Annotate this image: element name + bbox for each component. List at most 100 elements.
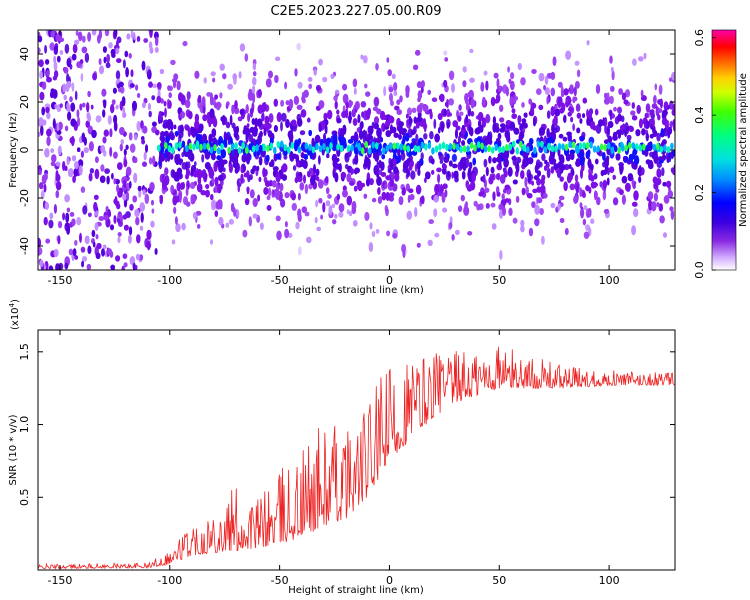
spectrogram-cell [85,53,89,63]
spectrogram-cell [343,94,349,104]
spectrogram-cell [576,104,581,112]
echo-cell [596,145,600,152]
spectrogram-cell [128,235,132,244]
spectrogram-cell [224,133,229,139]
spectrogram-cell [247,187,250,194]
spectrogram-cell [207,118,213,125]
snr-panel: -150 -100 -50 0 50 100 0.51.01.5 Height of st… [8,299,675,596]
spectrogram-cell [656,168,661,178]
spectrogram-cell [424,122,427,132]
spectrogram-cell [434,134,440,143]
spectrogram-cell [225,223,229,228]
spectrogram-cell [474,201,478,207]
spectrogram-cell [585,224,590,231]
echo-cell [572,141,576,148]
spectrogram-cell [421,87,424,94]
spectrogram-cell [603,180,607,190]
spectrogram-cell [547,129,550,135]
spectrogram-cell [136,121,141,131]
spectrogram-cell [209,108,214,118]
spectrogram-cell [590,175,595,181]
colorbar-tick-label: 0.2 [693,184,706,202]
spectrogram-cell [544,160,547,165]
x-tick-label: -50 [271,574,289,587]
echo-cell [199,144,203,151]
spectrogram-cell [56,162,61,167]
spectrogram-cell [126,34,130,40]
spectrogram-cell [604,117,607,124]
spectrogram-cell [605,164,608,172]
echo-cell [491,147,495,154]
spectrogram-cell [254,118,258,128]
spectrogram-cell [92,230,96,237]
spectrogram-cell [364,194,368,199]
spectrogram-cell [100,176,106,183]
spectrogram-cell [276,195,279,200]
spectrogram-cell [632,202,638,207]
spectrogram-cell [252,85,255,94]
spectrogram-cell [193,212,197,219]
spectrogram-cell [482,97,486,106]
spectrogram-cell [378,196,382,204]
echo-cell [196,140,200,147]
spectrogram-cell [563,137,567,142]
spectrogram-cell [663,128,666,133]
spectrogram-cell [193,170,198,177]
spectrogram-cell [463,66,467,72]
spectrogram-cell [115,255,120,261]
echo-cell [284,144,288,151]
spectrogram-cell [398,121,404,127]
spectrogram-cell [498,157,501,167]
spectrogram-cell [575,174,578,182]
spectrogram-cell [293,165,296,171]
spectrogram-cell [95,169,100,179]
spectrogram-cell [416,161,420,170]
spectrogram-cell [604,209,609,214]
spectrogram-cell [68,168,73,177]
spectrogram-cell [152,156,155,166]
spectrogram-cell [616,153,621,160]
spectrogram-cell [229,163,233,173]
spectrogram-cell [392,233,397,239]
echo-cell [579,142,583,149]
spectrogram-cell [54,70,58,78]
spectrogram-cell [668,190,673,198]
spectrogram-cell [236,162,239,169]
spectrogram-cell [66,225,70,235]
spectrogram-cell [259,177,262,182]
spectrogram-cell [471,173,476,182]
spectrogram-cell [350,168,353,176]
echo-cell [382,147,386,154]
spectrogram-cell [412,108,417,113]
y-tick-label: 40 [18,47,31,61]
colorbar-tick-label: 0.4 [693,106,706,124]
spectrogram-cell [181,223,185,230]
spectrogram-cell [266,78,272,87]
spectrogram-cell [331,74,335,79]
spectrogram-cell [173,207,176,214]
spectrogram-cell [601,170,604,176]
spectrogram-cell [369,242,373,252]
spectrogram-cell [137,93,140,98]
echo-cell [171,147,175,154]
spectrogram-cell [265,116,270,126]
spectrogram-cell [559,134,564,139]
spectrogram-cell [122,107,125,117]
spectrogram-cell [354,186,358,192]
spectrogram-cell [135,85,138,91]
echo-cell [649,141,653,148]
y-tick-label: 0 [18,147,31,154]
spectrogram-cell [408,195,411,203]
spectrogram-cell [41,107,45,116]
echo-cell [575,145,579,152]
spectrogram-cell [72,155,76,161]
spectrogram-cell [149,182,154,191]
spectrogram-cell [516,157,521,164]
spectrogram-cell [316,227,321,231]
spectrogram-cell [81,186,85,193]
spectrogram-cell [234,100,237,109]
spectrogram-cell [409,118,413,124]
echo-cell [168,145,172,152]
spectrogram-cell [518,116,521,126]
spectrogram-cell [533,118,536,126]
